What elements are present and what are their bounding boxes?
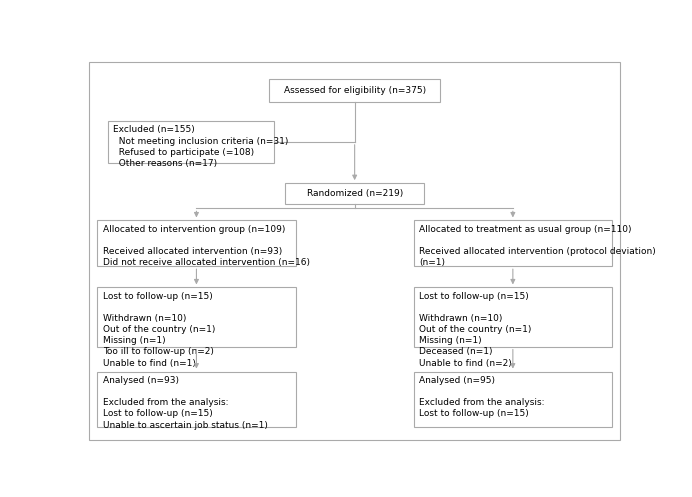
Text: Excluded (n=155)
  Not meeting inclusion criteria (n=31)
  Refused to participat: Excluded (n=155) Not meeting inclusion c… [113,125,289,168]
Text: Randomized (n=219): Randomized (n=219) [307,189,403,198]
Text: Allocated to treatment as usual group (n=110)

Received allocated intervention (: Allocated to treatment as usual group (n… [419,225,656,267]
Bar [97,287,295,347]
Bar [285,183,424,204]
Bar [97,220,295,266]
Bar [414,287,612,347]
Bar [414,220,612,266]
Text: Analysed (n=93)

Excluded from the analysis:
Lost to follow-up (n=15)
Unable to : Analysed (n=93) Excluded from the analys… [102,376,268,429]
Bar [108,121,274,163]
Text: Analysed (n=95)

Excluded from the analysis:
Lost to follow-up (n=15): Analysed (n=95) Excluded from the analys… [419,376,545,418]
Bar [414,372,612,427]
Text: Lost to follow-up (n=15)

Withdrawn (n=10)
Out of the country (n=1)
Missing (n=1: Lost to follow-up (n=15) Withdrawn (n=10… [419,292,531,368]
Text: Assessed for eligibility (n=375): Assessed for eligibility (n=375) [284,86,426,95]
Bar [97,372,295,427]
Text: Lost to follow-up (n=15)

Withdrawn (n=10)
Out of the country (n=1)
Missing (n=1: Lost to follow-up (n=15) Withdrawn (n=10… [102,292,215,368]
Bar [268,79,440,102]
Text: Allocated to intervention group (n=109)

Received allocated intervention (n=93)
: Allocated to intervention group (n=109) … [102,225,309,267]
